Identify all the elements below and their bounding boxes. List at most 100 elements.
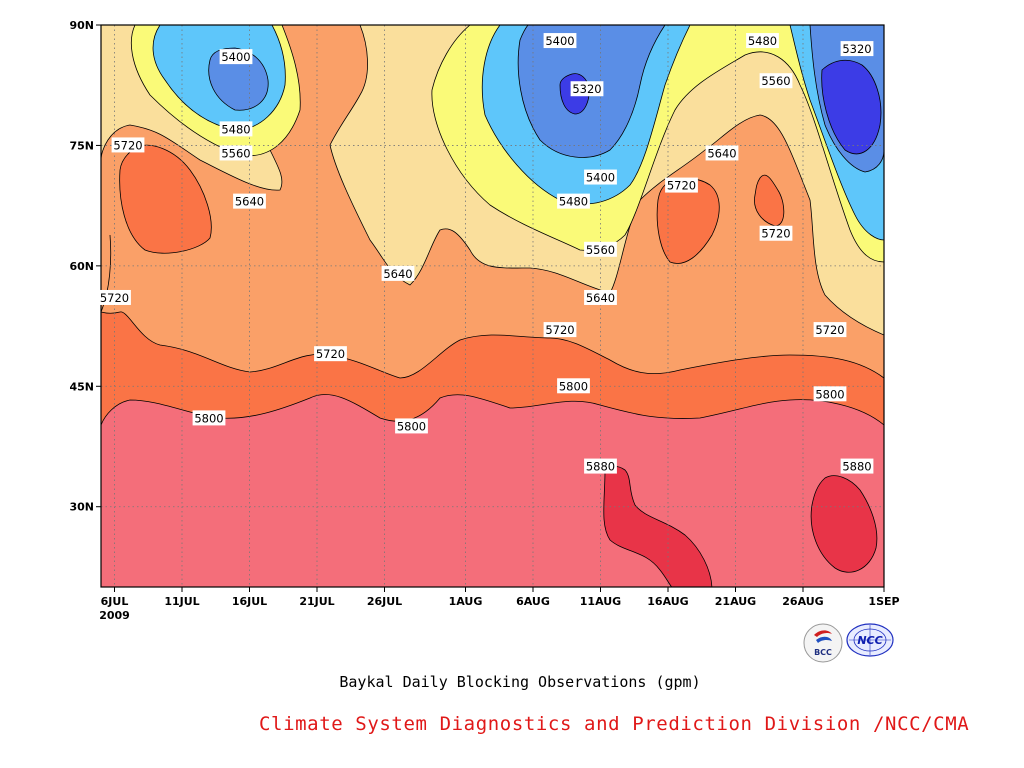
bcc-logo-text: BCC bbox=[814, 648, 832, 657]
contour-label: 5560 bbox=[219, 145, 253, 161]
contour-label-text: 5720 bbox=[100, 291, 129, 305]
contour-label-text: 5560 bbox=[586, 243, 615, 257]
contour-label-bg bbox=[111, 137, 145, 153]
contour-label-text: 5720 bbox=[113, 138, 142, 152]
contour-label-bg bbox=[759, 73, 793, 89]
contour-label-bg bbox=[395, 418, 428, 434]
grid-lines bbox=[101, 25, 884, 587]
contour-line-left bbox=[101, 234, 112, 313]
y-tick-label: 90N bbox=[69, 19, 94, 32]
contour-label: 5560 bbox=[584, 241, 617, 257]
y-tick-label: 60N bbox=[69, 260, 94, 273]
contour-label-text: 5560 bbox=[761, 74, 790, 88]
contour-label: 5400 bbox=[543, 33, 577, 49]
contour-label-text: 5800 bbox=[397, 419, 426, 433]
y-tick-label: 45N bbox=[69, 380, 94, 393]
footer-credit: Climate System Diagnostics and Predictio… bbox=[259, 713, 970, 735]
contour-label: 5400 bbox=[219, 49, 253, 65]
contour-label: 5800 bbox=[192, 410, 226, 426]
contour-label-bg bbox=[98, 289, 131, 305]
contour-label-bg bbox=[381, 265, 415, 281]
contour-label: 5720 bbox=[813, 322, 847, 338]
contour-label: 5720 bbox=[759, 225, 793, 241]
contour-label-text: 5720 bbox=[316, 347, 345, 361]
contour-label-bg bbox=[813, 386, 847, 402]
contour-label: 5640 bbox=[381, 265, 415, 281]
contour-label-bg bbox=[759, 225, 793, 241]
x-tick-label: 1AUG bbox=[449, 595, 483, 608]
x-year-label: 2009 bbox=[99, 609, 130, 622]
contour-label-text: 5560 bbox=[221, 146, 250, 160]
contour-label-bg bbox=[813, 322, 847, 338]
contour-label-bg bbox=[705, 145, 739, 161]
contour-label-bg bbox=[219, 121, 253, 137]
contour-label-text: 5720 bbox=[545, 323, 574, 337]
x-tick-label: 11AUG bbox=[580, 595, 621, 608]
x-tick-label: 26AUG bbox=[782, 595, 823, 608]
contour-label-bg bbox=[584, 169, 617, 185]
x-tick-label: 11JUL bbox=[164, 595, 199, 608]
contour-label-bg bbox=[314, 346, 347, 362]
x-tick-label: 6JUL bbox=[101, 595, 129, 608]
contour-label-bg bbox=[665, 177, 698, 193]
contour-label-bg bbox=[840, 458, 874, 474]
y-tick-label: 30N bbox=[69, 501, 94, 514]
plot-frame bbox=[100, 24, 885, 588]
contour-label: 5320 bbox=[570, 81, 604, 97]
contour-label-text: 5720 bbox=[761, 227, 790, 241]
contour-label-bg bbox=[557, 378, 590, 394]
x-tick-label: 26JUL bbox=[367, 595, 402, 608]
contour-label: 5720 bbox=[314, 346, 347, 362]
band-5320-5400 bbox=[208, 25, 884, 173]
chart-title: Baykal Daily Blocking Observations (gpm) bbox=[339, 673, 701, 691]
y-tick-label: 75N bbox=[69, 139, 94, 152]
contour-label-bg bbox=[543, 322, 577, 338]
contour-label-bg bbox=[570, 81, 604, 97]
x-tick-label: 16JUL bbox=[232, 595, 267, 608]
contour-label: 5480 bbox=[219, 121, 253, 137]
contour-label-text: 5640 bbox=[383, 267, 412, 281]
contour-label: 5640 bbox=[233, 193, 266, 209]
contour-label-bg bbox=[584, 289, 617, 305]
contour-label: 5640 bbox=[705, 145, 739, 161]
contour-label-bg bbox=[192, 410, 226, 426]
contour-label: 5720 bbox=[98, 289, 131, 305]
island-5720-b bbox=[656, 178, 720, 264]
contour-label-text: 5640 bbox=[586, 291, 615, 305]
contour-label: 5800 bbox=[557, 378, 590, 394]
contour-label-text: 5640 bbox=[707, 146, 736, 160]
contour-label: 5720 bbox=[665, 177, 698, 193]
contour-label-text: 5400 bbox=[221, 50, 250, 64]
contour-label-bg bbox=[219, 145, 253, 161]
contour-label: 5320 bbox=[840, 41, 874, 57]
contour-label-bg bbox=[584, 241, 617, 257]
contour-label-text: 5480 bbox=[559, 195, 588, 209]
x-tick-label: 16AUG bbox=[647, 595, 688, 608]
contour-label: 5800 bbox=[813, 386, 847, 402]
contour-label-text: 5400 bbox=[586, 171, 615, 185]
contour-label: 5720 bbox=[543, 322, 577, 338]
contour-label-text: 5800 bbox=[559, 379, 588, 393]
contour-label-text: 5320 bbox=[842, 42, 871, 56]
contour-label-bg bbox=[584, 458, 617, 474]
contour-label-text: 5880 bbox=[842, 460, 871, 474]
contour-label-text: 5480 bbox=[221, 122, 250, 136]
contour-label-text: 5800 bbox=[194, 411, 223, 425]
contour-label-text: 5640 bbox=[235, 195, 264, 209]
contour-label-bg bbox=[233, 193, 266, 209]
contour-label-text: 5720 bbox=[815, 323, 844, 337]
contour-label: 5400 bbox=[584, 169, 617, 185]
x-tick-label: 21AUG bbox=[715, 595, 756, 608]
contour-label-bg bbox=[557, 193, 590, 209]
x-tick-label: 21JUL bbox=[299, 595, 334, 608]
contour-label-text: 5720 bbox=[667, 179, 696, 193]
contour-label: 5800 bbox=[395, 418, 428, 434]
ncc-logo-text: NCC bbox=[857, 634, 882, 647]
contour-label-bg bbox=[219, 49, 253, 65]
contour-label: 5640 bbox=[584, 289, 617, 305]
contour-label: 5480 bbox=[746, 33, 779, 49]
contour-label: 5880 bbox=[840, 458, 874, 474]
island-5720-c bbox=[754, 174, 785, 227]
